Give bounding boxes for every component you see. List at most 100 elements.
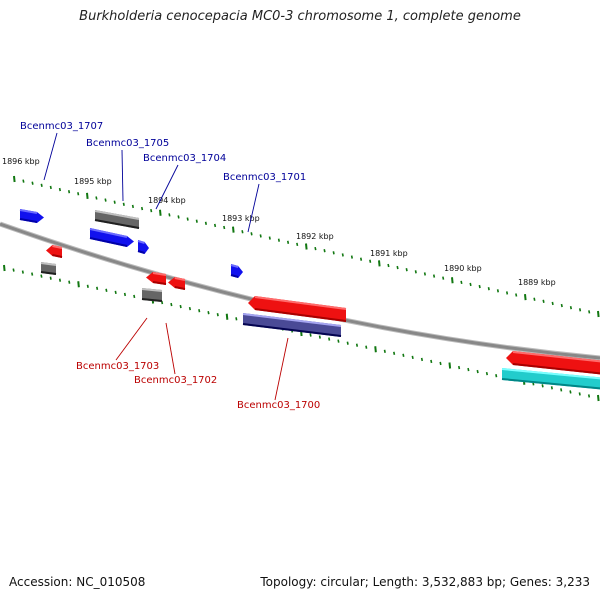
feature-block-navy-1700-highlight — [242, 313, 342, 327]
gene-block-1700 — [248, 296, 347, 322]
scale-minor-tick — [359, 257, 363, 261]
gene-block-reverse-b-shade — [152, 281, 167, 285]
scale-minor-tick — [578, 392, 581, 396]
scale-minor-tick — [411, 355, 414, 360]
forward-gene-label: Bcenmc03_1704 — [143, 153, 226, 164]
scale-label-kbp: 1896 kbp — [2, 157, 40, 166]
scale-major-tick — [13, 175, 16, 183]
scale-minor-tick — [177, 215, 180, 219]
scale-major-tick — [448, 362, 452, 369]
scale-minor-tick — [542, 299, 545, 304]
gene-block-1705-highlight — [89, 228, 128, 238]
reverse-gene-label: Bcenmc03_1703 — [76, 361, 159, 372]
scale-minor-tick — [309, 333, 312, 337]
scale-minor-tick — [49, 276, 52, 280]
gene-block-1705-body — [90, 228, 134, 247]
gene-block-1701-body — [231, 264, 243, 278]
scale-minor-tick — [337, 339, 340, 343]
page-title: Burkholderia cenocepacia MC0-3 chromosom… — [79, 9, 521, 24]
backbone-line — [0, 222, 600, 360]
gene-block-right-red — [506, 351, 600, 375]
feature-block-grey-1705 — [94, 210, 140, 229]
scale-minor-tick — [515, 293, 518, 297]
forward-gene-label: Bcenmc03_1707 — [20, 121, 103, 132]
gene-block-reverse-b-body — [146, 272, 166, 285]
scale-minor-tick — [396, 265, 399, 270]
scale-minor-tick — [350, 255, 354, 259]
scale-major-tick — [374, 346, 377, 353]
scale-major-tick — [524, 294, 527, 301]
gene-block-1705-shade — [89, 237, 128, 247]
scale-minor-tick — [235, 317, 238, 321]
backbone-shadow — [0, 221, 600, 361]
reverse-gene-leader-line — [115, 317, 148, 361]
feature-block-cyan-right-highlight — [501, 368, 600, 380]
gene-block-1705 — [89, 228, 134, 247]
scale-minor-tick — [140, 206, 144, 211]
scale-minor-tick — [188, 306, 192, 311]
scale-minor-tick — [569, 306, 573, 310]
scale-minor-tick — [365, 345, 368, 349]
scale-minor-tick — [296, 242, 299, 247]
scale-minor-tick — [31, 272, 34, 276]
scale-minor-tick — [587, 394, 591, 398]
forward-gene-label: Bcenmc03_1705 — [86, 138, 169, 149]
forward-gene-leader-line — [155, 164, 179, 210]
scale-minor-tick — [314, 246, 317, 251]
scale-minor-tick — [355, 343, 359, 347]
scale-major-tick — [3, 264, 6, 272]
feature-block-navy-1700 — [242, 313, 342, 337]
scale-minor-tick — [250, 232, 253, 236]
scale-minor-tick — [405, 268, 408, 272]
scale-minor-tick — [77, 192, 80, 196]
scale-label-kbp: 1891 kbp — [370, 249, 408, 258]
scale-minor-tick — [402, 353, 405, 358]
accession-text: Accession: NC_010508 — [9, 575, 146, 589]
scale-minor-tick — [40, 274, 43, 278]
gene-block-1704-body — [138, 240, 149, 254]
reverse-gene-label: Bcenmc03_1702 — [134, 375, 217, 386]
scale-minor-tick — [485, 371, 489, 376]
scale-minor-tick — [414, 270, 417, 274]
scale-minor-tick — [49, 185, 52, 190]
scale-minor-tick — [114, 290, 117, 295]
scale-minor-tick — [560, 303, 563, 308]
gene-block-reverse-a-highlight — [52, 245, 63, 249]
scale-minor-tick — [131, 204, 135, 209]
scale-minor-tick — [487, 287, 490, 291]
scale-minor-tick — [186, 217, 189, 221]
gene-block-1702-highlight — [174, 277, 186, 281]
scale-major-tick — [225, 313, 229, 320]
feature-block-grey-a-shade — [40, 271, 57, 275]
scale-minor-tick — [467, 367, 470, 372]
scale-minor-tick — [457, 365, 461, 370]
gene-block-1701-shade — [230, 274, 239, 278]
scale-label-kbp: 1895 kbp — [74, 177, 112, 186]
gene-block-right-red-highlight — [512, 351, 600, 363]
scale-major-tick — [77, 281, 80, 288]
feature-block-cyan-right-shade — [501, 378, 600, 390]
scale-major-tick — [597, 394, 600, 402]
scale-minor-tick — [286, 240, 290, 244]
gene-block-1707-highlight — [19, 209, 38, 214]
scale-minor-tick — [328, 337, 331, 341]
gene-block-1707 — [19, 209, 44, 223]
scale-minor-tick — [551, 301, 554, 306]
scale-minor-tick — [58, 187, 62, 192]
forward-gene-leader-line — [121, 149, 124, 202]
scale-minor-tick — [268, 236, 271, 240]
scale-minor-tick — [198, 308, 201, 313]
scale-minor-tick — [323, 249, 326, 253]
scale-minor-tick — [442, 276, 445, 280]
scale-minor-tick — [332, 251, 335, 255]
scale-minor-tick — [318, 335, 321, 339]
scale-minor-tick — [496, 289, 500, 293]
scale-major-tick — [597, 310, 600, 318]
gene-block-right-red-body — [506, 351, 600, 375]
gene-block-1700-highlight — [254, 296, 347, 310]
outer-scale-ticks — [13, 175, 600, 318]
scale-minor-tick — [223, 225, 226, 230]
scale-label-kbp: 1889 kbp — [518, 278, 556, 287]
scale-minor-tick — [95, 196, 98, 200]
